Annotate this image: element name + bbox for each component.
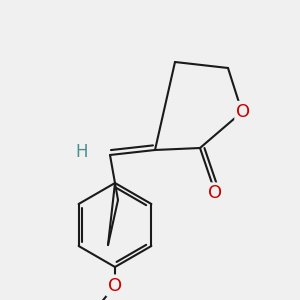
Text: H: H	[76, 143, 88, 161]
Text: O: O	[236, 103, 250, 121]
Text: O: O	[108, 277, 122, 295]
Text: O: O	[208, 184, 222, 202]
